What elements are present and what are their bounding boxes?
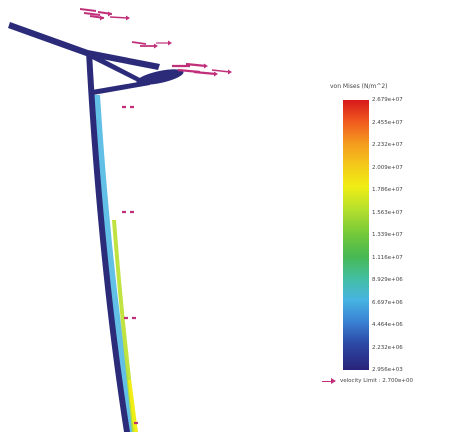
colorbar-tick-label: 6.697e+06 bbox=[372, 299, 403, 306]
vector-cluster-lamp bbox=[172, 62, 232, 77]
lamp-head bbox=[136, 69, 184, 85]
colorbar-tick-label: 2.232e+07 bbox=[372, 142, 403, 148]
colorbar-tick-label: 1.563e+07 bbox=[372, 209, 403, 216]
pole-stress-band-peak bbox=[128, 380, 138, 432]
colorbar-tick-label: 2.956e+03 bbox=[372, 367, 403, 373]
colorbar-ticks: 2.679e+07 2.455e+07 2.232e+07 2.009e+07 1.78… bbox=[372, 97, 442, 373]
colorbar-tick-label: 1.786e+07 bbox=[372, 187, 403, 193]
colorbar-tick-label: 1.339e+07 bbox=[372, 232, 403, 238]
colorbar-tick-label: 2.679e+07 bbox=[372, 97, 403, 103]
legend-title: von Mises (N/m^2) bbox=[330, 83, 388, 90]
colorbar bbox=[343, 100, 369, 370]
vector-cluster-mid bbox=[131, 40, 172, 49]
pole-body bbox=[86, 52, 130, 432]
colorbar-tick-label: 4.464e+06 bbox=[372, 322, 403, 328]
pole-stress-band-high bbox=[112, 220, 137, 432]
velocity-legend-text: velocity Limit : 2.700e+00 bbox=[340, 378, 413, 384]
colorbar-tick-label: 2.232e+06 bbox=[372, 344, 403, 351]
pole-lower-bracket bbox=[92, 80, 150, 95]
pole-brace bbox=[86, 50, 140, 82]
vector-cluster-top-left bbox=[79, 8, 130, 21]
velocity-vectors bbox=[79, 8, 232, 425]
colorbar-tick-label: 2.455e+07 bbox=[372, 119, 403, 126]
colorbar-tick-label: 1.116e+07 bbox=[372, 254, 403, 261]
colorbar-tick-label: 8.929e+06 bbox=[372, 277, 403, 283]
pole-stress-band bbox=[92, 95, 136, 432]
colorbar-tick-label: 2.009e+07 bbox=[372, 164, 403, 171]
pole-crossarm bbox=[8, 22, 160, 70]
arrow-icon bbox=[322, 378, 336, 384]
vector-pole-markers bbox=[122, 105, 138, 425]
velocity-legend: velocity Limit : 2.700e+00 bbox=[322, 378, 413, 384]
